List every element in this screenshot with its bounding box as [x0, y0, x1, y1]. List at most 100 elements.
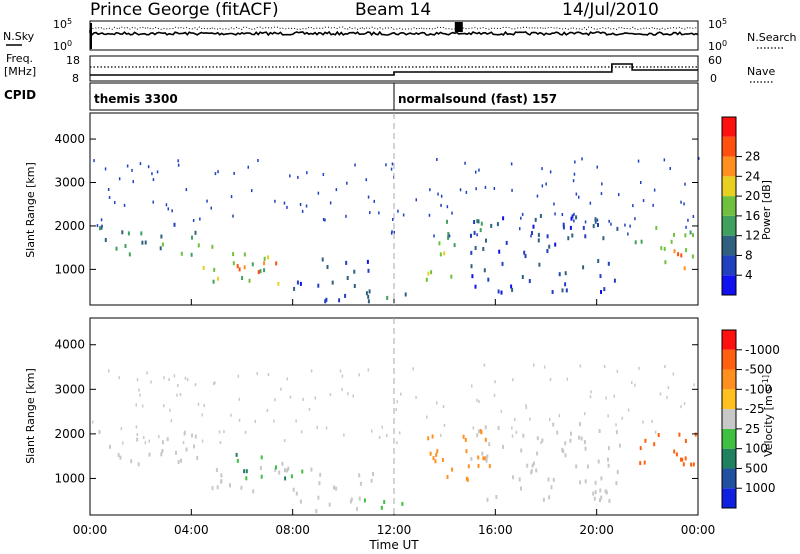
data-cell — [214, 381, 216, 385]
colorbar-swatch — [722, 330, 736, 350]
data-cell — [136, 437, 139, 442]
data-cell — [281, 461, 284, 466]
data-cell — [447, 232, 450, 236]
data-cell — [108, 196, 111, 199]
colorbar-swatch — [722, 275, 736, 295]
data-cell — [366, 259, 369, 264]
data-cell — [290, 474, 293, 479]
colorbar-frame — [721, 116, 737, 296]
data-cell — [165, 203, 168, 207]
data-cell — [206, 199, 208, 203]
data-cell — [459, 188, 462, 192]
freq-left-tick-bottom: 8 — [72, 72, 79, 85]
data-cell — [554, 212, 556, 216]
data-cell — [328, 502, 331, 507]
data-cell — [543, 365, 546, 369]
data-cell — [640, 181, 642, 184]
data-cell — [510, 162, 513, 166]
data-cell — [196, 455, 199, 460]
data-cell — [653, 188, 656, 192]
data-cell — [236, 458, 239, 463]
data-cell — [109, 444, 111, 449]
data-cell — [431, 434, 434, 439]
data-cell — [347, 392, 349, 396]
data-cell — [185, 188, 188, 192]
data-cell — [257, 159, 259, 162]
data-cell — [607, 463, 610, 468]
data-cell — [266, 409, 269, 412]
data-cell — [233, 171, 235, 175]
data-cell — [371, 429, 373, 433]
data-cell — [673, 232, 675, 237]
data-cell — [511, 426, 513, 430]
data-cell — [289, 395, 292, 399]
data-cell — [135, 425, 138, 429]
data-cell — [634, 217, 636, 221]
data-cell — [144, 240, 147, 245]
data-cell — [466, 477, 469, 482]
data-cell — [339, 369, 342, 373]
data-cell — [160, 452, 163, 457]
data-cell — [659, 392, 662, 396]
data-cell — [592, 491, 595, 496]
data-cell — [597, 223, 599, 227]
data-cell — [524, 254, 527, 259]
data-cell — [370, 478, 373, 483]
data-cell — [299, 281, 302, 286]
data-cell — [402, 213, 405, 217]
data-cell — [260, 474, 263, 479]
data-cell — [341, 374, 344, 378]
data-cell — [236, 264, 239, 269]
data-cell — [216, 485, 219, 490]
data-cell — [691, 254, 694, 259]
data-cell — [476, 233, 478, 237]
nave-label: Nave — [747, 65, 775, 78]
data-cell — [427, 436, 430, 441]
data-cell — [426, 415, 428, 419]
data-cell — [629, 224, 631, 228]
data-cell — [148, 452, 151, 457]
data-cell — [191, 235, 193, 240]
data-cell — [173, 222, 176, 227]
data-cell — [141, 240, 144, 245]
colorbar-tick-label: 20 — [745, 189, 760, 203]
data-cell — [386, 434, 388, 437]
data-cell — [477, 219, 480, 224]
data-cell — [536, 451, 539, 456]
data-cell — [434, 459, 437, 464]
date-title: 14/Jul/2010 — [562, 0, 659, 20]
data-cell — [346, 181, 348, 185]
x-tick-label: 00:00 — [681, 523, 716, 537]
data-cell — [607, 457, 609, 462]
data-cell — [586, 464, 589, 469]
data-cell — [141, 404, 144, 408]
noise-peak — [454, 22, 463, 32]
data-cell — [115, 246, 118, 251]
data-cell — [152, 200, 154, 204]
data-cell — [132, 180, 134, 184]
data-cell — [325, 426, 328, 430]
data-cell — [514, 418, 516, 421]
data-cell — [345, 214, 347, 218]
velocity-panel-frame — [89, 317, 699, 516]
y-tick-label: 3000 — [54, 176, 85, 190]
data-cell — [353, 269, 356, 274]
power-panel: 1000 2000 3000 4000 Slant Range [km] 4 8 12 16… — [24, 112, 773, 306]
velocity-data — [92, 363, 697, 514]
data-cell — [297, 175, 299, 179]
data-cell — [565, 288, 568, 293]
data-cell — [607, 446, 610, 451]
colorbar-tick-label: 28 — [745, 150, 760, 164]
data-cell — [120, 427, 123, 431]
data-cell — [257, 270, 260, 275]
colorbar-tick-label: 8 — [745, 248, 753, 262]
colorbar-tick-label: 25 — [745, 422, 760, 436]
data-cell — [538, 262, 541, 267]
data-cell — [302, 397, 304, 401]
data-cell — [692, 233, 694, 238]
data-cell — [212, 382, 215, 386]
data-cell — [306, 171, 308, 175]
data-cell — [283, 201, 286, 205]
data-cell — [599, 274, 602, 279]
data-cell — [578, 435, 581, 440]
